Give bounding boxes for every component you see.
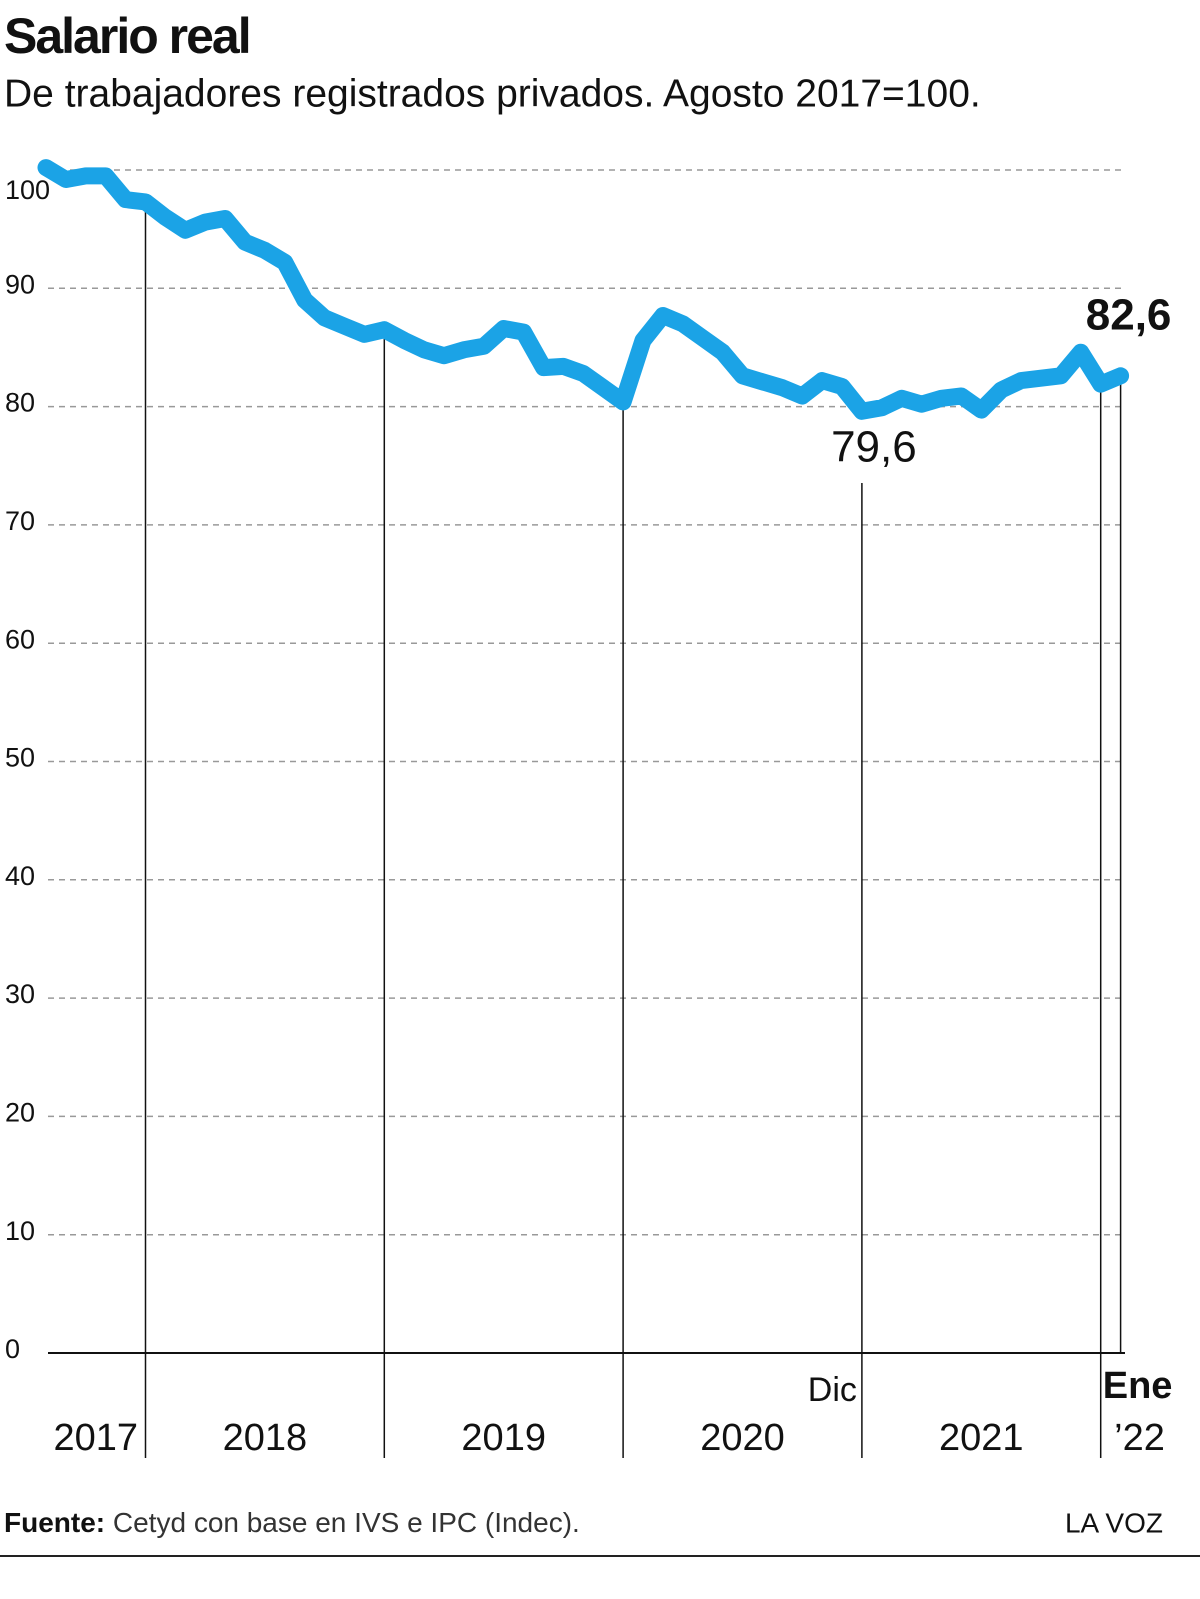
y-tick-label: 20 — [5, 1098, 35, 1128]
data-line — [37, 159, 1130, 420]
year-label: 2021 — [939, 1417, 1024, 1459]
y-tick-label: 10 — [5, 1216, 35, 1246]
source: Fuente: Cetyd con base en IVS e IPC (Ind… — [4, 1507, 580, 1538]
year-label: ’22 — [1114, 1417, 1165, 1459]
x-tick-label: Dic — [808, 1371, 857, 1409]
value-label: 79,6 — [831, 423, 917, 472]
source-text: Cetyd con base en IVS e IPC (Indec). — [113, 1507, 580, 1538]
year-label: 2019 — [461, 1417, 546, 1459]
y-tick-label: 40 — [5, 861, 35, 891]
year-label: 2020 — [700, 1417, 785, 1459]
y-tick-label: 100 — [5, 175, 50, 205]
brand: LA VOZ — [1065, 1507, 1163, 1538]
chart-subtitle: De trabajadores registrados privados. Ag… — [4, 72, 981, 115]
y-tick-label: 50 — [5, 743, 35, 773]
x-tick-label: Ene — [1103, 1365, 1173, 1407]
y-tick-label: 60 — [5, 624, 35, 654]
chart-title: Salario real — [4, 8, 250, 64]
y-tick-label: 80 — [5, 388, 35, 418]
y-tick-label: 90 — [5, 269, 35, 299]
y-tick-label: 30 — [5, 979, 35, 1009]
year-label: 2018 — [223, 1417, 308, 1459]
y-tick-label: 0 — [5, 1334, 20, 1364]
year-label: 2017 — [53, 1417, 138, 1459]
value-label: 82,6 — [1086, 291, 1172, 340]
y-tick-label: 70 — [5, 506, 35, 536]
source-label: Fuente: — [4, 1507, 105, 1538]
